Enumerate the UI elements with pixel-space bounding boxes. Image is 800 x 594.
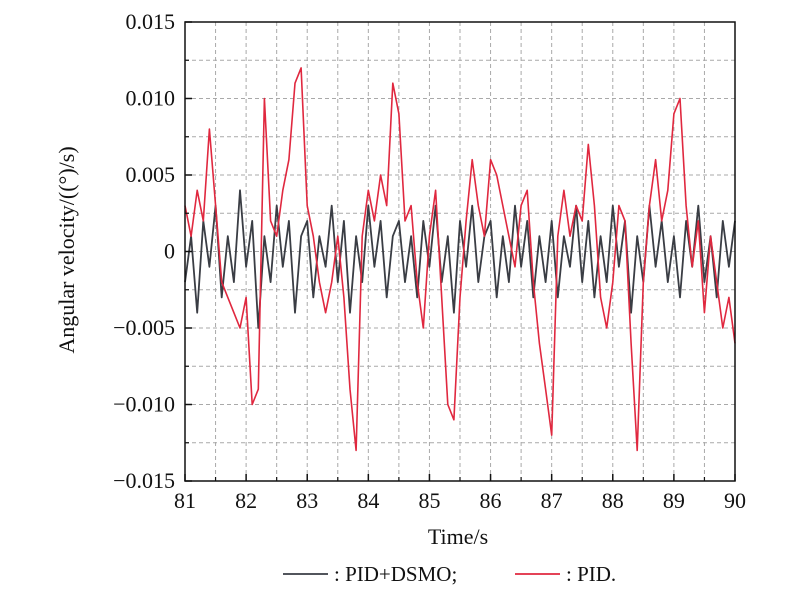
y-tick-label: 0.010 bbox=[126, 86, 176, 111]
x-tick-label: 88 bbox=[602, 488, 624, 513]
y-tick-label: −0.005 bbox=[113, 315, 175, 340]
y-tick-label: 0.015 bbox=[126, 9, 176, 34]
y-tick-label: 0 bbox=[164, 239, 175, 264]
grid bbox=[185, 22, 735, 481]
x-tick-label: 84 bbox=[357, 488, 379, 513]
y-tick-label: 0.005 bbox=[126, 162, 176, 187]
axes bbox=[184, 21, 736, 482]
x-tick-label: 82 bbox=[235, 488, 257, 513]
legend: : PID+DSMO; : PID. bbox=[283, 562, 616, 586]
axis-titles: Time/s Angular velocity/((°)/s) bbox=[54, 146, 488, 549]
tick-labels: 81 82 83 84 85 86 87 88 89 90 0.015 0.010 0.005 0 −0.0… bbox=[113, 9, 746, 513]
series-layer bbox=[184, 67, 736, 452]
legend-item-pid: : PID. bbox=[515, 562, 616, 586]
x-tick-label: 85 bbox=[418, 488, 440, 513]
y-axis-title: Angular velocity/((°)/s) bbox=[54, 146, 79, 353]
y-tick-label: −0.015 bbox=[113, 468, 175, 493]
x-tick-label: 86 bbox=[480, 488, 502, 513]
legend-item-pid-dsmo: : PID+DSMO; bbox=[283, 562, 457, 586]
series-line-pid bbox=[184, 67, 736, 452]
legend-label: : PID. bbox=[566, 562, 616, 586]
x-tick-label: 90 bbox=[724, 488, 746, 513]
legend-label: : PID+DSMO; bbox=[334, 562, 457, 586]
y-tick-label: −0.010 bbox=[113, 392, 175, 417]
x-tick-label: 87 bbox=[541, 488, 563, 513]
x-tick-label: 89 bbox=[663, 488, 685, 513]
x-tick-label: 83 bbox=[296, 488, 318, 513]
x-tick-label: 81 bbox=[174, 488, 196, 513]
x-axis-title: Time/s bbox=[428, 524, 488, 549]
